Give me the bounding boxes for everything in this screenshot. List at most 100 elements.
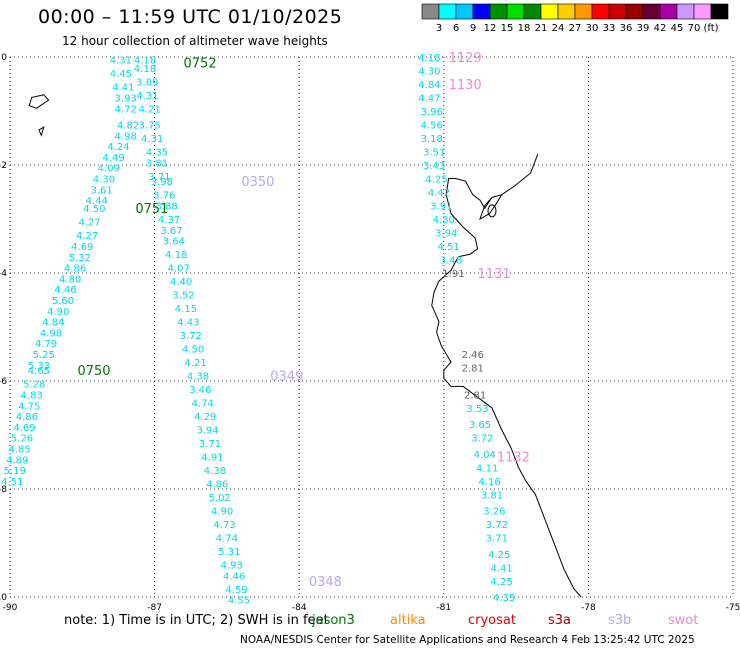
wave-height-label: 4.25 bbox=[488, 550, 510, 561]
wave-height-label: 3.65 bbox=[469, 420, 491, 431]
wave-height-label: 4.83 bbox=[21, 391, 43, 402]
wave-height-label: 3.89 bbox=[136, 77, 158, 88]
x-tick-label: -78 bbox=[581, 603, 596, 613]
wave-height-label: 3.71 bbox=[148, 172, 170, 183]
track-swot: 4.18 4.30 4.84 4.47 3.96 4.56 3.18 3.51 3.43 4.25… bbox=[418, 51, 530, 604]
wave-height-label: 4.46 bbox=[54, 285, 76, 296]
wave-height-label: 4.21 bbox=[139, 104, 161, 115]
wave-height-label: 3.98 bbox=[151, 177, 173, 188]
wave-height-label: 4.86 bbox=[64, 264, 86, 275]
satellite-legend-cryosat: cryosat bbox=[468, 613, 516, 628]
wave-height-label: 4.24 bbox=[107, 142, 129, 153]
wave-height-label: 4.29 bbox=[194, 412, 216, 423]
satellite-legend-jason3: jason3 bbox=[312, 613, 355, 628]
wave-height-label: 4.25 bbox=[425, 175, 447, 186]
wave-height-label: 4.38 bbox=[204, 466, 226, 477]
colorbar-label: 15 bbox=[501, 23, 514, 34]
footer-credit: NOAA/NESDIS Center for Satellite Applica… bbox=[240, 634, 695, 646]
wave-height-label: 4.44 bbox=[86, 196, 108, 207]
wave-height-label: 3.53 bbox=[466, 404, 488, 415]
pass-time-label: 0752 bbox=[184, 56, 217, 71]
footer-note: note: 1) Time is in UTC; 2) SWH is in fe… bbox=[64, 613, 329, 628]
wave-height-label: 3.94 bbox=[435, 229, 457, 240]
satellite-legend-altika: altika bbox=[390, 613, 426, 628]
wave-height-label: 3.18 bbox=[421, 134, 443, 145]
wave-height-label: 3.81 bbox=[481, 490, 503, 501]
wave-height-label: 4.90 bbox=[47, 307, 69, 318]
wave-height-label: 2.81 bbox=[462, 364, 484, 375]
wave-height-label: 3.46 bbox=[189, 385, 211, 396]
gulf-of-guayaquil-coast bbox=[479, 194, 503, 221]
colorbar-label: 18 bbox=[518, 23, 531, 34]
wave-height-label: 4.56 bbox=[421, 121, 443, 132]
wave-height-label: 4.80 bbox=[59, 274, 81, 285]
wave-height-label: 5.31 bbox=[218, 547, 240, 558]
wave-height-label: 3.93 bbox=[115, 94, 137, 105]
x-tick-label: -84 bbox=[292, 603, 307, 613]
wave-height-label: 4.18 bbox=[134, 64, 156, 75]
colorbar-label: 3 bbox=[436, 23, 442, 34]
x-tick-label: -90 bbox=[3, 603, 18, 613]
galapagos-island bbox=[28, 94, 50, 109]
wave-height-label: 3.52 bbox=[172, 291, 194, 302]
wave-height-label: 3.94 bbox=[196, 426, 218, 437]
colorbar-label: 9 bbox=[470, 23, 476, 34]
colorbar-label: 36 bbox=[620, 23, 633, 34]
wave-height-label: 4.41 bbox=[491, 563, 513, 574]
wave-height-label: 4.79 bbox=[35, 339, 57, 350]
wave-height-label: 4.69 bbox=[13, 423, 35, 434]
wave-height-label: 4.73 bbox=[213, 520, 235, 531]
wave-height-label: 4.30 bbox=[93, 175, 115, 186]
colorbar-legend: 3 6 9 12 15 18 21 24 27 30 33 36 39 42 45 70 (ft) bbox=[421, 3, 729, 34]
wave-height-label: 3.96 bbox=[421, 107, 443, 118]
wave-height-label: 4.50 bbox=[83, 204, 105, 215]
wave-height-label: 3.91 bbox=[430, 202, 452, 213]
wave-height-label: 2.46 bbox=[462, 350, 484, 361]
wave-height-label: 4.59 bbox=[225, 585, 247, 596]
wave-height-label: 4.04 bbox=[474, 450, 496, 461]
colorbar-label: 33 bbox=[603, 23, 616, 34]
colorbar-label: 21 bbox=[535, 23, 548, 34]
wave-height-label: 4.31 bbox=[136, 91, 158, 102]
colorbar-label: 6 bbox=[453, 23, 459, 34]
wave-height-label: 4.46 bbox=[223, 571, 245, 582]
wave-height-label: 4.37 bbox=[158, 215, 180, 226]
wave-height-label: 3.71 bbox=[486, 534, 508, 545]
y-tick-label: 0 bbox=[1, 53, 7, 63]
wave-height-label: 3.51 bbox=[423, 148, 445, 159]
wave-height-label: 4.07 bbox=[168, 264, 190, 275]
wave-height-label: 4.86 bbox=[16, 412, 38, 423]
chart-subtitle: 12 hour collection of altimeter wave hei… bbox=[62, 34, 328, 48]
pass-time-label: 0750 bbox=[77, 364, 110, 379]
wave-height-label: 5.60 bbox=[52, 296, 74, 307]
chart-title: 00:00 – 11:59 UTC 01/10/2025 bbox=[38, 6, 343, 28]
wave-height-label: 5.25 bbox=[33, 350, 55, 361]
wave-height-label: 3.26 bbox=[483, 507, 505, 518]
track-jason3: 4.314.454.413.934.724.824.984.244.494.09… bbox=[1, 56, 216, 488]
wave-height-label: 4.35 bbox=[493, 593, 515, 604]
wave-height-label: 4.16 bbox=[478, 477, 500, 488]
colorbar-label: 12 bbox=[484, 23, 497, 34]
wave-height-label: 4.42 bbox=[428, 188, 450, 199]
wave-height-label: 4.45 bbox=[110, 69, 132, 80]
wave-height-label: 4.75 bbox=[18, 401, 40, 412]
y-tick-label: -4 bbox=[0, 269, 7, 279]
colorbar-swatch bbox=[710, 3, 729, 20]
wave-height-label: 3.76 bbox=[153, 191, 175, 202]
wave-height-label: 4.86 bbox=[206, 480, 228, 491]
wave-height-label: 3.43 bbox=[423, 161, 445, 172]
colorbar-label: 27 bbox=[569, 23, 582, 34]
pass-time-label: 1130 bbox=[449, 78, 482, 93]
grid bbox=[9, 56, 734, 598]
wave-height-label: 4.15 bbox=[175, 304, 197, 315]
wave-height-label: 4.55 bbox=[228, 596, 250, 607]
puna-island bbox=[487, 204, 497, 218]
colorbar-label: 24 bbox=[552, 23, 565, 34]
colorbar-label: 30 bbox=[586, 23, 599, 34]
wave-height-label: 3.64 bbox=[163, 237, 185, 248]
wave-height-label: 4.18 bbox=[165, 250, 187, 261]
wave-height-label: 4.90 bbox=[211, 507, 233, 518]
galapagos-island bbox=[38, 126, 45, 137]
coastline bbox=[431, 154, 582, 598]
